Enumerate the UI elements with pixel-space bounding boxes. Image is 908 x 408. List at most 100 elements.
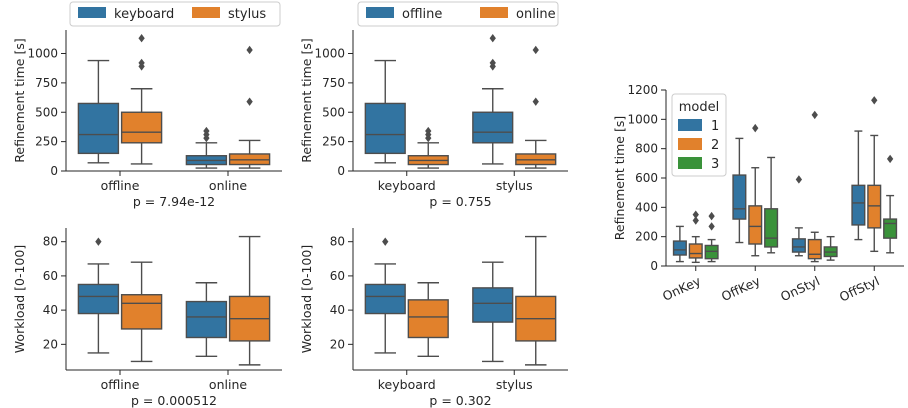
box-iqr (851, 184, 866, 226)
y-tick-label: 40 (330, 303, 345, 317)
box-offstyl-2 (867, 96, 882, 253)
box-offkey-3 (764, 156, 779, 254)
outlier-point (795, 175, 803, 184)
legend-swatch-model-1 (678, 119, 702, 131)
box-stylus-online (515, 235, 557, 366)
legend-label-model-1: 1 (711, 119, 719, 134)
box-iqr (120, 294, 163, 330)
outlier-point (489, 34, 496, 43)
x-axis-title: p = 0.755 (429, 194, 491, 209)
box-iqr (883, 218, 898, 239)
y-tick-label: 800 (635, 142, 658, 156)
outlier-point (246, 97, 253, 106)
box-iqr (364, 283, 406, 315)
chart-workload-by-device: 20 40 60 80 keyboard stylus p = 0.302 Workload … (299, 228, 568, 408)
box-iqr (407, 299, 449, 339)
box-onstyl-1 (791, 175, 806, 257)
box-iqr (77, 283, 120, 315)
x-axis-title: p = 0.302 (429, 393, 491, 408)
y-axis-title: Refinement time [s] (12, 38, 27, 162)
x-tick-label: keyboard (378, 178, 436, 193)
outlier-point (138, 34, 145, 43)
box-onkey-2 (688, 210, 703, 264)
legend-offline-online: offline online (357, 1, 559, 27)
box-onstyl-2 (807, 110, 822, 263)
chart-refinement-by-model: 0 200 400 600 800 1000 1200 OnKey OffKey OnStyl Of… (612, 83, 904, 305)
outlier-point (752, 123, 759, 133)
x-axis-title: p = 7.94e-12 (133, 194, 215, 209)
legend-label-online: online (516, 7, 556, 22)
legend-label-model-2: 2 (711, 138, 719, 153)
y-tick-label: 0 (50, 164, 58, 178)
y-axis-title: Workload [0-100] (12, 245, 27, 353)
box-iqr (732, 174, 747, 220)
y-tick-label: 250 (35, 135, 58, 149)
box-online-stylus (228, 235, 271, 366)
box-iqr (672, 240, 687, 256)
legend-swatch-stylus (192, 7, 220, 18)
outlier-point (692, 210, 699, 219)
legend-model: model 1 2 3 (671, 93, 727, 177)
x-tick-label: OffKey (719, 273, 763, 304)
box-stylus-offline (472, 34, 514, 165)
box-iqr (867, 184, 882, 229)
y-tick-label: 750 (322, 76, 345, 90)
y-tick-label: 60 (330, 269, 345, 283)
x-tick-label: OnStyl (778, 273, 822, 304)
y-tick-label: 80 (330, 235, 345, 249)
x-tick-label: OnKey (660, 273, 704, 304)
box-iqr (764, 208, 779, 248)
outlier-point (532, 97, 539, 106)
legend-title: model (679, 100, 719, 115)
y-tick-label: 60 (43, 269, 58, 283)
outlier-point (811, 110, 818, 120)
x-tick-label: online (209, 178, 247, 193)
box-onstyl-3 (823, 235, 838, 261)
x-tick-label: stylus (496, 178, 533, 193)
outlier-point (708, 222, 715, 231)
legend-label-offline: offline (402, 7, 442, 22)
outlier-point (203, 126, 210, 136)
legend-label-keyboard: keyboard (114, 7, 174, 22)
box-offline-keyboard (77, 237, 120, 354)
outlier-point (425, 126, 432, 136)
legend-keyboard-stylus: keyboard stylus (69, 1, 281, 27)
box-stylus-offline (472, 261, 514, 363)
x-tick-label: online (209, 377, 247, 392)
box-iqr (748, 205, 763, 245)
outlier-point (532, 45, 539, 55)
box-iqr (472, 111, 514, 144)
y-axis-title: Workload [0-100] (299, 245, 314, 353)
outlier-point (871, 96, 878, 105)
legend-swatch-model-2 (678, 138, 702, 150)
box-keyboard-online (407, 126, 449, 169)
outlier-point (886, 154, 894, 164)
outlier-point (95, 237, 102, 246)
y-tick-label: 1200 (627, 83, 658, 97)
box-offkey-1 (732, 137, 747, 244)
box-online-stylus (228, 45, 271, 169)
box-iqr (77, 102, 120, 155)
y-tick-label: 0 (650, 259, 658, 273)
box-iqr (688, 243, 703, 259)
outlier-point (708, 211, 715, 221)
y-tick-label: 500 (35, 105, 58, 119)
x-tick-label: OffStyl (837, 273, 882, 304)
legend-label-stylus: stylus (228, 7, 266, 22)
box-iqr (120, 111, 163, 144)
legend-swatch-model-3 (678, 157, 702, 169)
outlier-point (246, 45, 253, 55)
y-tick-label: 20 (330, 337, 345, 351)
y-tick-label: 750 (35, 76, 58, 90)
legend-swatch-offline (366, 7, 394, 18)
box-keyboard-online (407, 282, 449, 358)
box-offstyl-1 (851, 130, 866, 241)
y-tick-label: 1000 (627, 112, 658, 126)
y-axis-title: Refinement time [s] (612, 116, 627, 240)
box-online-keyboard (185, 126, 228, 169)
box-iqr (472, 287, 514, 323)
y-tick-label: 400 (635, 200, 658, 214)
